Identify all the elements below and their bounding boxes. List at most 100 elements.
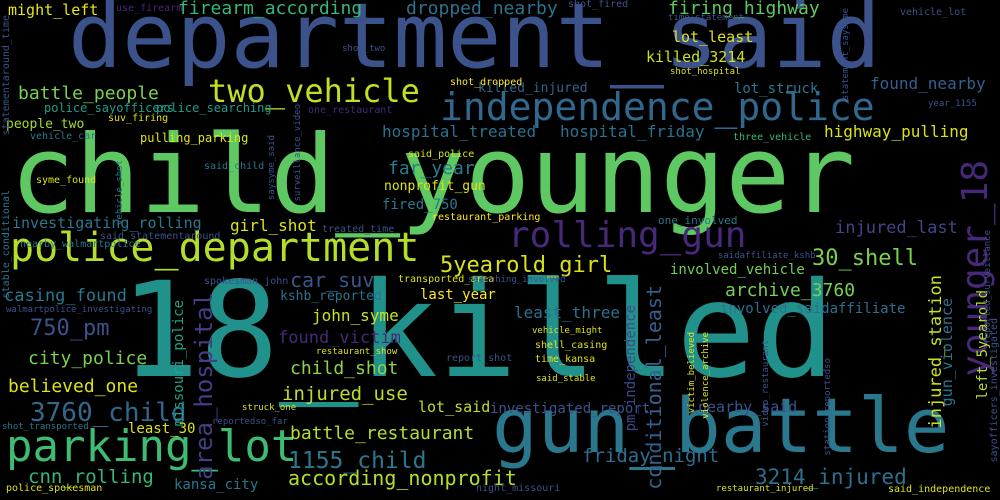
cloud-word: time_statement [668, 13, 744, 23]
cloud-word: shot_transported [2, 422, 89, 432]
cloud-word: 1155_child [288, 448, 427, 474]
cloud-word: kansa_city [174, 477, 259, 493]
cloud-word: 30_shell [812, 246, 918, 271]
cloud-word: hospital_treated [382, 122, 537, 141]
cloud-word: 5yearold_girl [440, 253, 613, 278]
cloud-word: 3760_child [30, 398, 187, 428]
cloud-word: kshb_reported [280, 289, 382, 304]
cloud-word: cnn_rolling [28, 466, 154, 488]
cloud-word: one_restaurant [308, 105, 393, 116]
cloud-word: nearby_walmartpolice [20, 239, 141, 250]
cloud-word: said_child [204, 161, 265, 172]
cloud-word: involved_saidaffiliate [720, 301, 906, 317]
cloud-word: walmartpolice_investigating [6, 305, 153, 315]
cloud-word: show_two [342, 44, 386, 54]
cloud-word: suv_firing [108, 113, 169, 124]
cloud-word: city_police [28, 348, 148, 369]
cloud-word: dropped_nearby [406, 0, 558, 19]
cloud-word: gun_battle [492, 381, 950, 470]
cloud-word: restaurant_parking [432, 212, 541, 223]
cloud-word: police_searching [156, 101, 272, 115]
cloud-word: shot_dropped [450, 77, 523, 88]
cloud-word: according_nonprofit [288, 466, 517, 490]
cloud-word: restaurant_injured [716, 484, 814, 494]
cloud-word: police_department [10, 225, 420, 271]
cloud-word: investigated_report [490, 401, 651, 417]
cloud-word: transported_area [398, 274, 495, 285]
cloud-word: investigating_rolling [12, 214, 202, 232]
cloud-word: reportedso_far [212, 417, 288, 427]
cloud-word: stable_conditional [1, 189, 12, 299]
cloud-word: statement_saysyme [841, 7, 851, 101]
cloud-word: fired_750 [382, 197, 458, 213]
cloud-word: highway_pulling [824, 122, 969, 141]
cloud-word: 3214_injured [755, 465, 907, 489]
cloud-word: said_independence [888, 484, 991, 495]
cloud-word: girl_shot [230, 216, 317, 235]
cloud-word: battle_restaurant [290, 423, 475, 444]
cloud-word: last_year [420, 287, 496, 303]
cloud-word: police_sayofficers [44, 101, 175, 115]
cloud-word: area_hospital [190, 291, 218, 480]
cloud-word: parking_lot [6, 421, 298, 472]
cloud-word: one_involved [658, 214, 738, 227]
cloud-word: believed_one [8, 376, 139, 397]
cloud-word: rolling_gun [508, 215, 747, 256]
cloud-word: treated_time [322, 224, 395, 235]
cloud-word: struck_one [242, 403, 297, 413]
cloud-word: victim_believed [687, 331, 697, 414]
cloud-word: night_missouri [476, 483, 561, 494]
cloud-word: found_victim [278, 328, 401, 348]
cloud-word: station_reportedso [823, 357, 833, 456]
cloud-word: pulling_parking [140, 131, 249, 145]
cloud-word: restaurant_show [316, 347, 398, 357]
cloud-word: lot_struck [734, 81, 819, 97]
cloud-word: said_police [408, 149, 475, 160]
cloud-word: people_two [6, 117, 85, 132]
cloud-word: statementaround_time [1, 14, 12, 136]
cloud-word: least_three [514, 303, 620, 322]
cloud-word: two_vehicle [208, 72, 420, 110]
cloud-word: saidaffiliate_kshb [718, 251, 816, 261]
cloud-word: far_year [388, 158, 475, 179]
cloud-word: vehicle_might [532, 326, 603, 336]
cloud-word: surveillance_video [293, 103, 303, 202]
cloud-word: might_left [8, 1, 99, 19]
cloud-word: 18_killed [120, 254, 836, 408]
cloud-word: killed_3214 [646, 48, 746, 66]
cloud-word: video_restaurant [761, 339, 771, 427]
cloud-word: searching_involved [468, 275, 566, 285]
cloud-word: said_stable [536, 374, 596, 384]
cloud-word: firing_highway [668, 0, 820, 19]
cloud-word: violence_archive [701, 331, 711, 419]
cloud-word: john_syme [312, 306, 399, 325]
cloud-word: use_firearm [116, 3, 183, 14]
cloud-word: 750_pm [30, 316, 110, 341]
cloud-word: vehicle_car [30, 131, 97, 142]
cloud-word: saysyme_said [267, 134, 277, 201]
cloud-word: lot_said [418, 398, 491, 416]
cloud-word: syme_found [36, 175, 97, 186]
cloud-word: three_vehicle [733, 132, 812, 143]
cloud-word: killed_injured [478, 81, 588, 96]
cloud-word: car_suv [290, 268, 375, 292]
cloud-word: firearm_according [178, 0, 363, 19]
cloud-word: shot_fired [568, 0, 629, 10]
cloud-word: battle_people [18, 83, 159, 104]
cloud-word: said_statementaround [100, 231, 221, 242]
cloud-word: nonprofit_gun [384, 179, 486, 194]
cloud-word: child_younger [10, 113, 856, 238]
cloud-word: report_shot [446, 353, 513, 364]
cloud-word: shell_casing [535, 340, 608, 351]
cloud-word: shot_hospital [670, 67, 741, 77]
cloud-word: injured_last [835, 218, 958, 238]
cloud-word: time_kansa [535, 354, 596, 365]
cloud-word: archive_3760 [725, 280, 856, 301]
cloud-word: found_nearby [870, 74, 986, 93]
cloud-word: year_1155 [928, 99, 977, 109]
cloud-word: hospital_friday [560, 122, 705, 141]
cloud-word: sayofficers_investigated [989, 317, 1000, 463]
cloud-word: gun_violence [938, 297, 956, 407]
cloud-word: least_30 [128, 421, 196, 437]
cloud-word: injured_use [282, 383, 408, 405]
